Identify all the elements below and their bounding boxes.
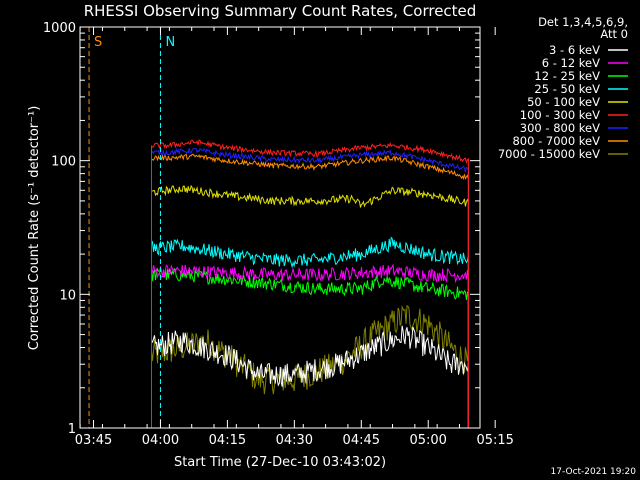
x-axis-label: Start Time (27-Dec-10 03:43:02) [174,455,386,470]
legend-label-6-12kev: 6 - 12 keV [542,56,600,70]
footer-timestamp: 17-Oct-2021 19:20 [551,467,637,477]
y-tick-label: 1 [68,422,76,437]
marker-label-n: N [165,35,175,50]
legend-label-50-100kev: 50 - 100 keV [527,95,600,109]
y-tick-label: 10 [59,288,76,303]
marker-label-s: S [94,35,102,50]
y-axis: 1 10 100 1000 [43,21,480,437]
x-axis: 03:45 04:00 04:15 04:30 04:45 05:00 05:15 [75,27,514,448]
series-line-50-100kev [151,184,469,428]
x-tick-label: 05:15 [476,433,513,448]
series-line-3-6kev [151,325,469,428]
x-tick-label: 04:15 [209,433,246,448]
legend-header-line1: Det 1,3,4,5,6,9, [538,15,628,29]
series-line-6-12kev [151,263,469,428]
x-tick-label: 03:45 [75,433,112,448]
legend-label-25-50kev: 25 - 50 keV [534,82,600,96]
legend-label-7000-15000kev: 7000 - 15000 keV [498,147,600,161]
y-tick-label: 1000 [43,21,76,36]
legend-label-12-25kev: 12 - 25 keV [534,69,600,83]
legend-label-300-800kev: 300 - 800 keV [520,121,600,135]
series-line-25-50kev [151,236,469,428]
x-tick-label: 04:30 [276,433,313,448]
legend-label-800-7000kev: 800 - 7000 keV [512,134,600,148]
series-line-300-800kev [151,147,469,428]
series-line-100-300kev [151,139,469,428]
y-axis-label: Corrected Count Rate (s⁻¹ detector⁻¹) [27,106,42,351]
y-tick-label: 100 [51,155,76,170]
x-tick-label: 05:00 [409,433,446,448]
legend-header-line2: Att 0 [600,27,628,41]
series-line-12-25kev [151,267,469,428]
legend-label-3-6kev: 3 - 6 keV [549,43,600,57]
plot-frame [79,26,481,429]
legend-label-100-300kev: 100 - 300 keV [520,108,600,122]
x-tick-label: 04:00 [142,433,179,448]
x-tick-label: 04:45 [343,433,380,448]
series-line-800-7000kev [151,153,469,428]
chart-title: RHESSI Observing Summary Count Rates, Co… [84,2,477,20]
